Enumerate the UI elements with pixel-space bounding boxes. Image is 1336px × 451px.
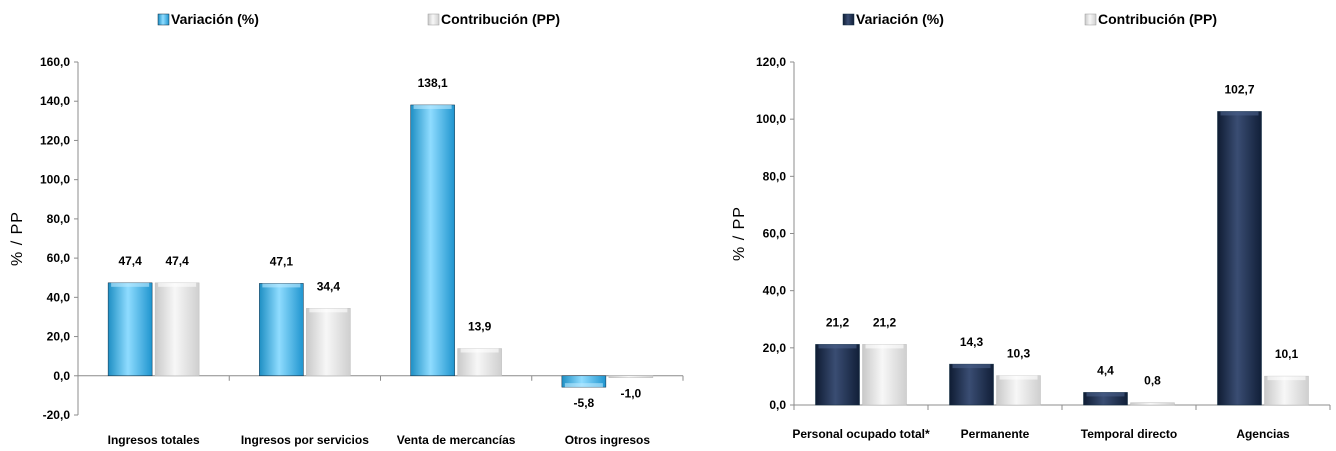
bar-bevel xyxy=(262,283,301,288)
bar-contribucion xyxy=(996,375,1041,406)
y-tick-label: 100,0 xyxy=(40,173,70,187)
bar-contribucion xyxy=(154,282,200,377)
bar-bevel xyxy=(818,344,857,349)
chart-2: 0,0 20,0 40,0 60,0 80,0 100,0 120,0 21,2 21,2 Per… xyxy=(731,11,1331,441)
category-label: Temporal directo xyxy=(1081,427,1177,441)
legend-swatch xyxy=(427,13,440,26)
y-tick-label: 0,0 xyxy=(53,369,70,383)
y-tick-label: 140,0 xyxy=(40,94,70,108)
legend-label: Contribución (PP) xyxy=(1098,11,1217,27)
y-axis-title: % / PP xyxy=(9,211,26,266)
bar-bevel xyxy=(865,344,904,349)
category-label: Venta de mercancías xyxy=(397,433,516,447)
data-label: 0,8 xyxy=(1144,374,1161,388)
data-label: 21,2 xyxy=(873,315,897,329)
bar-bevel xyxy=(1086,392,1125,397)
bar-variacion xyxy=(410,104,455,377)
category-label: Otros ingresos xyxy=(565,433,651,447)
bar-variacion xyxy=(815,344,860,406)
bar-contribucion xyxy=(1264,375,1309,406)
data-label: 47,4 xyxy=(165,254,189,268)
data-label: 34,4 xyxy=(317,279,341,293)
bar-bevel xyxy=(564,383,603,388)
chart-1: -20,0 0,0 20,0 40,0 60,0 80,0 100,0 120,0 140,0 1… xyxy=(9,11,684,447)
bar-bevel xyxy=(1220,111,1259,116)
bar-bevel xyxy=(413,104,452,109)
data-label: 102,7 xyxy=(1224,82,1254,96)
data-label: -5,8 xyxy=(574,396,595,410)
bar-contribucion xyxy=(1130,402,1175,406)
bar-variacion xyxy=(259,283,304,377)
bar-bevel xyxy=(158,282,197,287)
category-label: Ingresos por servicios xyxy=(241,433,369,447)
data-label: 14,3 xyxy=(960,335,984,349)
y-tick-label: 80,0 xyxy=(47,212,71,226)
y-tick-label: 60,0 xyxy=(763,227,787,241)
bar-variacion xyxy=(1217,111,1262,406)
data-label: 10,1 xyxy=(1275,347,1299,361)
y-axis-title: % / PP xyxy=(731,206,748,261)
y-tick-label: -20,0 xyxy=(43,408,71,422)
bar-bevel xyxy=(999,375,1038,380)
y-tick-label: 120,0 xyxy=(40,133,70,147)
bar-contribucion xyxy=(862,344,907,406)
y-tick-label: 40,0 xyxy=(47,290,71,304)
data-label: 4,4 xyxy=(1097,363,1114,377)
y-tick-label: 20,0 xyxy=(763,341,787,355)
legend-swatch xyxy=(157,13,170,26)
bar-bevel xyxy=(952,364,991,369)
category-label: Personal ocupado total* xyxy=(792,427,930,441)
data-label: 21,2 xyxy=(826,315,850,329)
bar-variacion xyxy=(107,282,153,377)
y-tick-label: 40,0 xyxy=(763,284,787,298)
category-label: Ingresos totales xyxy=(108,433,200,447)
y-tick-label: 0,0 xyxy=(769,398,786,412)
data-label: 47,1 xyxy=(270,254,294,268)
category-label: Agencias xyxy=(1236,427,1290,441)
bar-variacion xyxy=(949,363,994,406)
y-tick-label: 100,0 xyxy=(756,112,786,126)
legend-label: Variación (%) xyxy=(171,11,259,27)
legend-swatch xyxy=(1084,13,1097,26)
legend-swatch xyxy=(842,13,855,26)
y-tick-label: 160,0 xyxy=(40,55,70,69)
legend-label: Contribución (PP) xyxy=(441,11,560,27)
bar-bevel xyxy=(1267,376,1306,381)
data-label: -1,0 xyxy=(621,387,642,401)
y-tick-label: 20,0 xyxy=(47,330,71,344)
y-tick-label: 60,0 xyxy=(47,251,71,265)
bar-bevel xyxy=(460,348,499,353)
bar-contribucion xyxy=(457,348,502,377)
data-label: 13,9 xyxy=(468,320,492,334)
legend-label: Variación (%) xyxy=(856,11,944,27)
bar-contribucion xyxy=(608,375,654,378)
bar-bevel xyxy=(111,282,150,287)
data-label: 47,4 xyxy=(118,254,142,268)
category-label: Permanente xyxy=(961,427,1030,441)
bar-bevel xyxy=(309,308,348,313)
data-label: 10,3 xyxy=(1007,347,1031,361)
bar-contribucion xyxy=(306,308,351,377)
y-tick-label: 120,0 xyxy=(756,55,786,69)
y-tick-label: 80,0 xyxy=(763,169,787,183)
data-label: 138,1 xyxy=(418,76,448,90)
